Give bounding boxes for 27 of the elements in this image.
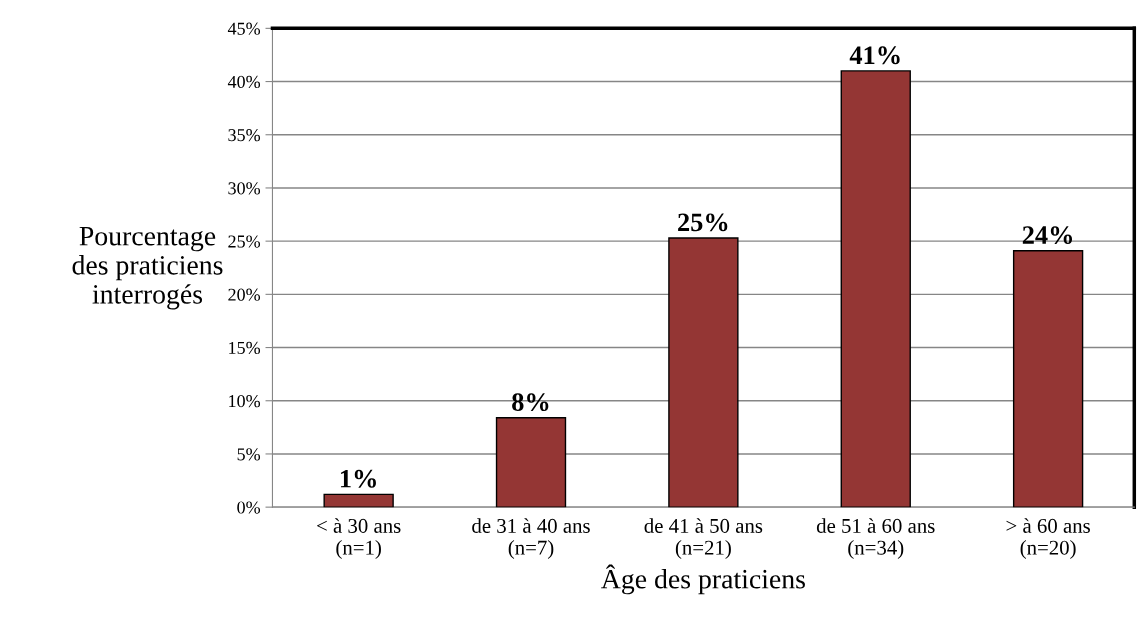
bar [840,70,911,508]
y-tick-label: 40% [227,75,261,89]
data-label: 8% [512,393,549,412]
data-label: 25% [678,213,728,232]
bar [495,417,567,508]
bar [668,237,739,508]
y-tick-label: 30% [228,182,261,195]
y-tick-label: 25% [228,235,261,248]
x-tick-label: de 31 à 40 ans (n=7) [472,518,590,559]
x-tick-label: de 51 à 60 ans (n=34) [816,518,935,559]
data-label: 24% [1022,226,1073,245]
y-tick-label: 0% [237,501,261,514]
x-axis-title: Âge des praticiens [601,564,805,595]
y-tick-label: 15% [229,341,261,355]
y-tick-label: 20% [228,288,261,301]
x-tick-label: de 41 à 50 ans (n=21) [644,518,763,559]
y-axis-title: Pourcentage des praticiens interrogés [72,227,223,310]
data-label: 41% [849,46,900,65]
x-tick-label: < à 30 ans (n=1) [317,518,401,559]
y-tick-label: 10% [229,395,261,408]
y-tick-label: 45% [227,22,261,35]
bar [323,493,394,508]
y-tick-label: 35% [228,129,261,142]
data-label: 1% [340,469,376,488]
x-tick-label: > à 60 ans (n=20) [1006,518,1090,559]
y-tick-label: 5% [237,448,261,461]
bar [1012,250,1084,508]
